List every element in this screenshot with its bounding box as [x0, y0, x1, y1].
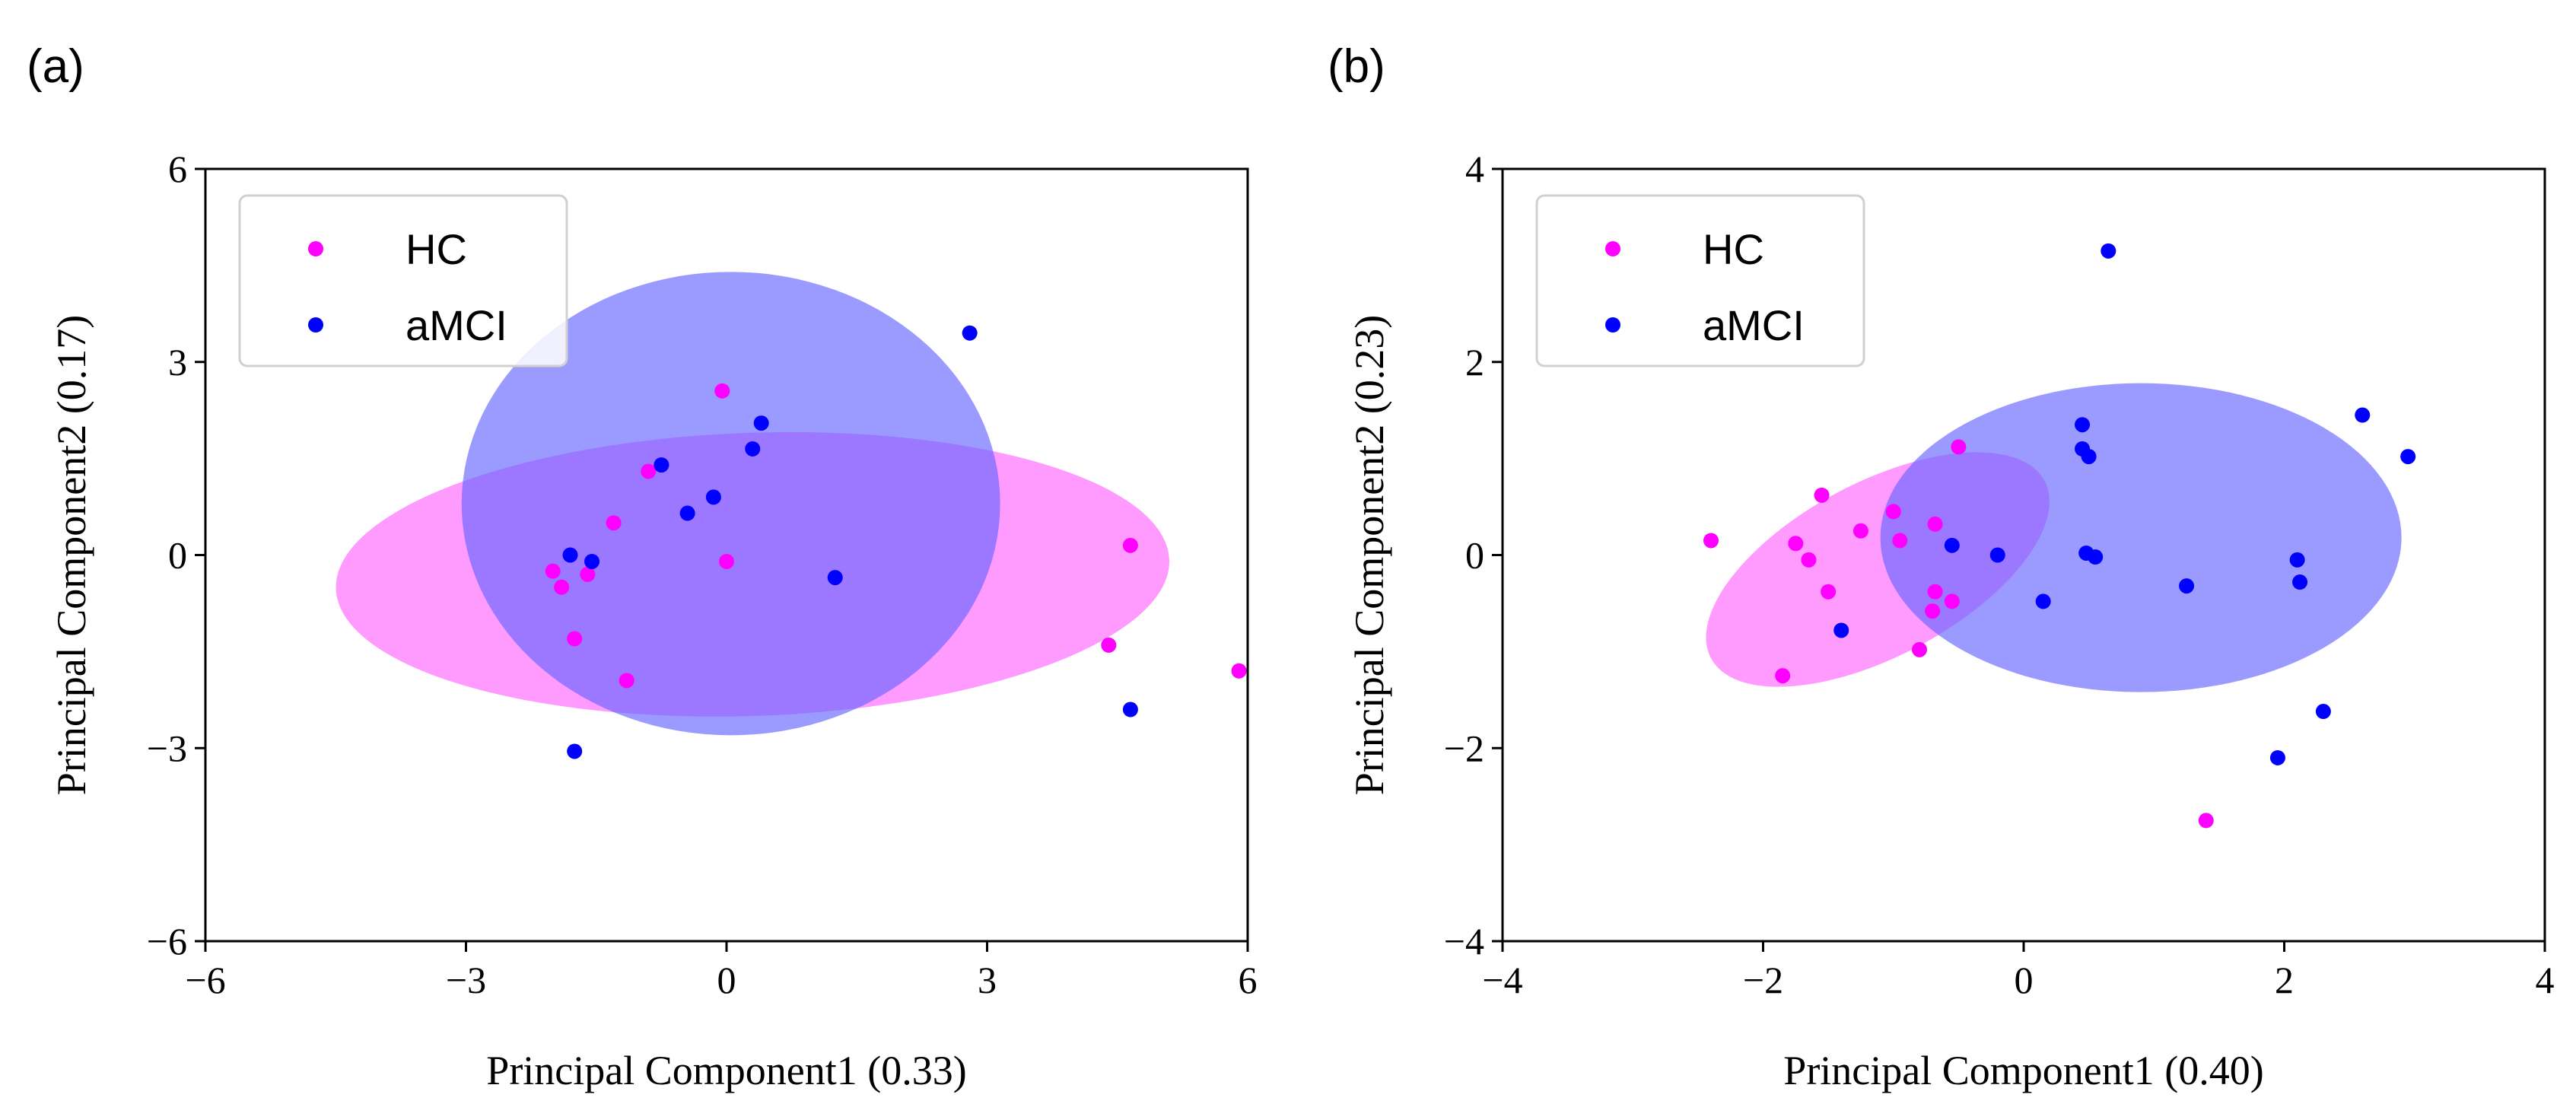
data-point-hc [554, 579, 570, 595]
confidence-ellipse-amci [461, 272, 1000, 736]
data-point-hc [1814, 487, 1830, 503]
data-point-hc [545, 563, 561, 579]
chart-panel-a: (a) −6 −3 0 3 6 −6 −3 0 3 6 Principal Component1 (0… [27, 40, 1258, 1093]
data-point-hc [1927, 516, 1943, 532]
y-tick-label: 0 [1465, 534, 1484, 577]
x-tick-label: 2 [2275, 959, 2294, 1001]
legend-label-hc: HC [405, 225, 467, 273]
x-tick-label: −2 [1743, 959, 1783, 1001]
x-tick-label: −3 [446, 959, 486, 1001]
data-point-amci [827, 570, 843, 586]
y-tick-label: 3 [168, 341, 187, 383]
data-point-hc [1788, 536, 1804, 552]
y-tick-label: 0 [168, 534, 187, 577]
data-point-amci [2088, 549, 2104, 565]
data-point-hc [719, 553, 734, 569]
x-tick-label: 4 [2536, 959, 2555, 1001]
x-tick-label: 6 [1239, 959, 1258, 1001]
data-point-amci [2289, 552, 2305, 568]
data-point-hc [580, 566, 596, 582]
data-point-amci [562, 547, 578, 563]
data-point-amci [1989, 547, 2005, 563]
panel-label: (b) [1328, 40, 1385, 93]
legend: HC aMCI [238, 194, 568, 367]
confidence-ellipse-amci [1880, 383, 2402, 692]
y-axis-label: Principal Component2 (0.23) [1347, 315, 1392, 795]
data-point-hc [1775, 668, 1791, 684]
x-axis-label: Principal Component1 (0.33) [486, 1048, 966, 1093]
data-point-amci [745, 441, 761, 457]
y-tick-label: −3 [147, 727, 187, 769]
data-point-amci [2355, 407, 2371, 423]
data-point-hc [1101, 637, 1117, 653]
x-tick-label: 0 [2015, 959, 2034, 1001]
data-point-hc [1912, 641, 1927, 657]
data-point-amci [2269, 749, 2285, 765]
data-point-hc [1885, 504, 1901, 520]
y-tick-label: 4 [1465, 148, 1484, 190]
legend: HC aMCI [1535, 194, 1865, 367]
y-tick-label: 2 [1465, 341, 1484, 383]
data-point-amci [2400, 449, 2416, 465]
y-tick-label: −4 [1444, 920, 1484, 962]
data-point-hc [1231, 663, 1247, 679]
data-point-hc [1852, 523, 1868, 539]
data-point-hc [1801, 552, 1817, 568]
data-point-hc [1925, 603, 1941, 619]
data-point-amci [2315, 704, 2331, 720]
y-tick-label: 6 [168, 148, 187, 190]
y-axis-label: Principal Component2 (0.17) [49, 315, 94, 795]
data-point-hc [2198, 813, 2214, 829]
data-point-amci [962, 325, 978, 341]
data-point-hc [1951, 439, 1967, 455]
data-point-amci [705, 489, 721, 505]
data-point-amci [1833, 622, 1849, 638]
legend-marker-hc [308, 241, 323, 256]
legend-label-hc: HC [1703, 225, 1764, 273]
data-point-amci [1122, 702, 1138, 717]
legend-box [238, 194, 568, 367]
legend-label-amci: aMCI [405, 301, 507, 349]
x-tick-label: 3 [978, 959, 997, 1001]
panel-label: (a) [27, 40, 84, 93]
data-point-hc [1821, 584, 1837, 600]
data-point-amci [584, 553, 600, 569]
data-point-hc [606, 515, 622, 531]
data-point-hc [641, 463, 657, 479]
data-point-hc [619, 673, 634, 689]
data-point-amci [2035, 593, 2051, 609]
legend-marker-amci [1605, 317, 1620, 332]
x-tick-label: −4 [1482, 959, 1522, 1001]
data-point-amci [679, 505, 695, 521]
y-tick-label: −6 [147, 920, 187, 962]
data-point-hc [1927, 584, 1943, 600]
legend-marker-hc [1605, 241, 1620, 256]
x-tick-label: −6 [185, 959, 225, 1001]
data-point-hc [1892, 533, 1908, 549]
data-point-amci [2292, 574, 2308, 590]
data-point-hc [567, 631, 583, 647]
data-point-amci [753, 415, 769, 431]
data-point-hc [1944, 593, 1960, 609]
data-point-amci [1944, 537, 1960, 553]
chart-panel-b: (b) −4 −2 0 2 4 −4 −2 0 2 4 Principal Component1 (0… [1328, 40, 2555, 1093]
x-tick-label: 0 [717, 959, 736, 1001]
legend-box [1535, 194, 1865, 367]
data-point-hc [1703, 533, 1719, 549]
data-point-amci [2101, 243, 2116, 259]
data-point-amci [654, 457, 669, 473]
y-tick-label: −2 [1444, 727, 1484, 769]
data-point-hc [1122, 537, 1138, 553]
x-axis-label: Principal Component1 (0.40) [1783, 1048, 2263, 1093]
legend-label-amci: aMCI [1703, 301, 1805, 349]
legend-marker-amci [308, 317, 323, 332]
data-point-amci [2075, 417, 2091, 433]
data-point-amci [567, 743, 583, 759]
data-point-amci [2081, 449, 2097, 465]
data-point-amci [2179, 578, 2195, 594]
data-point-hc [714, 383, 730, 399]
